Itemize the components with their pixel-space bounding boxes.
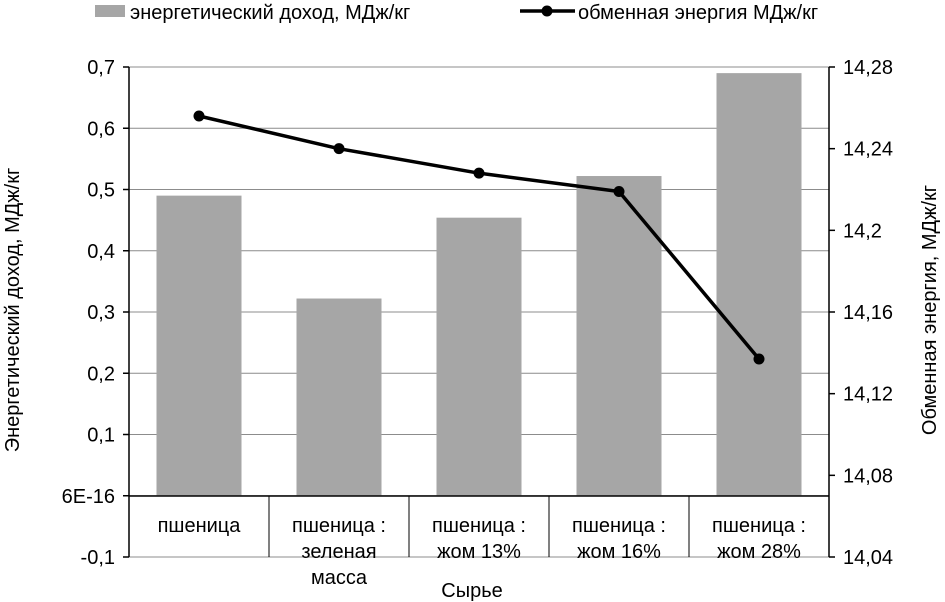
category-label: пшеница : жом 13% — [432, 515, 526, 563]
line-point-5 — [753, 353, 765, 365]
right-tick-label: 14,24 — [843, 139, 893, 161]
right-tick-label: 14,28 — [843, 57, 893, 79]
legend-marker-line — [541, 5, 553, 17]
bar-1 — [156, 195, 242, 496]
x-axis-title: Сырье — [441, 580, 502, 602]
bar-series — [156, 73, 802, 497]
line-series — [193, 110, 765, 365]
left-tick-label: 0,5 — [87, 180, 115, 202]
left-axis-title: Энергетический доход, МДж/кг — [2, 168, 24, 453]
legend-label-bar: энергетический доход, МДж/кг — [130, 2, 410, 24]
right-axis-title: Обменная энергия, МДж/кг — [919, 185, 941, 435]
line-point-1 — [193, 110, 205, 122]
line-point-4 — [613, 186, 625, 198]
left-tick-label: 6E-16 — [62, 486, 115, 508]
category-label: пшеница — [158, 515, 242, 537]
left-tick-label: 0,2 — [87, 363, 115, 385]
left-tick-label: 0,4 — [87, 241, 115, 263]
category-label: пшеница : жом 16% — [572, 515, 666, 563]
legend: энергетический доход, МДж/кг обменная эне… — [95, 2, 818, 24]
right-tick-label: 14,12 — [843, 384, 893, 406]
left-tick-label: 0,1 — [87, 425, 115, 447]
bar-2 — [296, 298, 382, 496]
category-label: пшеница : жом 28% — [712, 515, 806, 563]
line-point-3 — [473, 167, 485, 179]
legend-swatch-bar — [95, 5, 125, 17]
left-tick-label: 0,3 — [87, 302, 115, 324]
left-tick-label: 0,7 — [87, 57, 115, 79]
bar-5 — [716, 73, 802, 496]
right-axis-ticks: 14,04 14,08 14,12 14,16 14,2 14,24 14,28 — [829, 57, 893, 569]
left-tick-label: -0,1 — [81, 547, 115, 569]
category-label: пшеница : зеленая масса — [292, 515, 386, 589]
line-point-2 — [333, 143, 345, 155]
right-tick-label: 14,2 — [843, 220, 882, 242]
bar-4 — [576, 176, 662, 496]
bar-3 — [436, 217, 522, 497]
left-tick-label: 0,6 — [87, 118, 115, 140]
left-axis-ticks: -0,1 6E-16 0,1 0,2 0,3 0,4 0,5 0,6 0,7 — [62, 57, 129, 569]
right-tick-label: 14,04 — [843, 547, 893, 569]
right-tick-label: 14,08 — [843, 465, 893, 487]
legend-label-line: обменная энергия МДж/кг — [578, 2, 818, 24]
right-tick-label: 14,16 — [843, 302, 893, 324]
category-labels: пшеница пшеница : зеленая масса пшеница : жом… — [158, 515, 806, 589]
